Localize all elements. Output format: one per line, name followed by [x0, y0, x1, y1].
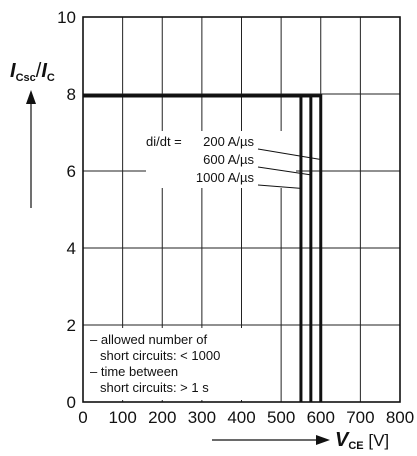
leader-line: [257, 148, 321, 160]
series-lines: [83, 94, 323, 402]
y-axis-label: ICsc/IC: [10, 60, 55, 84]
x-tick-label: 800: [386, 408, 414, 427]
note-line: – allowed number of: [90, 332, 207, 347]
didt-prefix: di/dt =: [146, 134, 182, 149]
leader-line: [257, 166, 311, 176]
y-tick-label: 4: [67, 239, 76, 258]
y-axis-arrow: [26, 90, 36, 208]
x-tick-label: 400: [227, 408, 255, 427]
series-label: 600 A/µs: [203, 152, 254, 167]
y-tick-label: 0: [67, 393, 76, 412]
annotations: di/dt = 200 A/µs 600 A/µs 1000 A/µs – allowe…: [86, 131, 321, 400]
x-tick-label: 600: [307, 408, 335, 427]
notes-bg: [86, 328, 249, 400]
note-line: – time between: [90, 364, 178, 379]
x-tick-label: 500: [267, 408, 295, 427]
plot-frame: [82, 16, 401, 403]
x-tick-label: 0: [78, 408, 87, 427]
series-label: 200 A/µs: [203, 134, 254, 149]
annotation-bg: [146, 131, 296, 188]
x-tick-label: 200: [148, 408, 176, 427]
note-line: short circuits: > 1 s: [100, 380, 209, 395]
y-tick-label: 8: [67, 85, 76, 104]
x-tick-label: 300: [188, 408, 216, 427]
series-label: 1000 A/µs: [196, 170, 255, 185]
note-line: short circuits: < 1000: [100, 348, 220, 363]
x-axis-arrow: [212, 435, 330, 445]
y-tick-label: 2: [67, 316, 76, 335]
series-line: [83, 94, 303, 402]
x-tick-label: 100: [108, 408, 136, 427]
leader-line: [257, 184, 301, 189]
y-tick-label: 6: [67, 162, 76, 181]
tick-labels: 0 100 200 300 400 500 600 700 800 0 2 4 6 8 10: [57, 8, 414, 427]
x-tick-label: 700: [346, 408, 374, 427]
x-axis-label: VCE [V]: [335, 429, 389, 452]
y-tick-label: 10: [57, 8, 76, 27]
